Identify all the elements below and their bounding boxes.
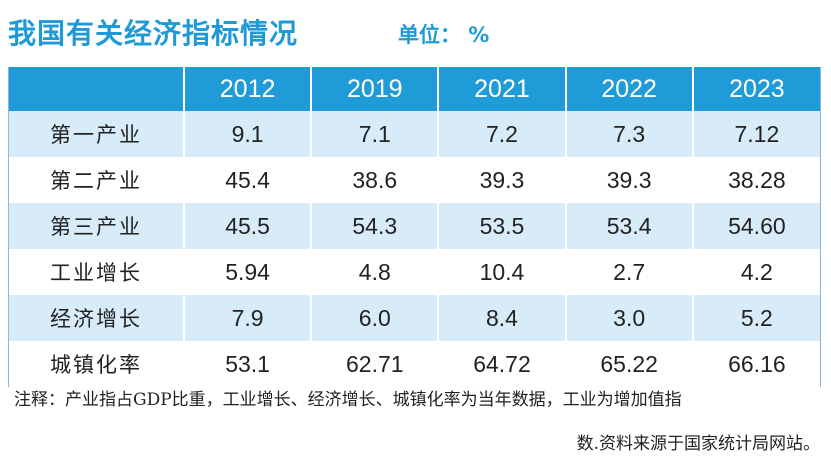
table-cell: 7.2 — [437, 111, 566, 157]
header-corner — [9, 67, 184, 111]
table-cell: 53.4 — [564, 203, 693, 249]
table-row: 城镇化率 53.1 62.71 64.72 65.22 66.16 — [9, 341, 820, 387]
table-cell: 65.22 — [564, 341, 693, 387]
column-header: 2022 — [564, 67, 693, 111]
table-cell: 39.3 — [564, 157, 693, 203]
column-header: 2021 — [437, 67, 566, 111]
column-header: 2023 — [691, 67, 820, 111]
table-cell: 66.16 — [691, 341, 820, 387]
table-cell: 10.4 — [437, 249, 566, 295]
page-title: 我国有关经济指标情况 — [8, 17, 299, 50]
row-label: 工业增长 — [9, 249, 184, 295]
table-row: 经济增长 7.9 6.0 8.4 3.0 5.2 — [9, 295, 820, 341]
table-cell: 7.12 — [691, 111, 820, 157]
table-row: 第三产业 45.5 54.3 53.5 53.4 54.60 — [9, 203, 820, 249]
table-row: 工业增长 5.94 4.8 10.4 2.7 4.2 — [9, 249, 820, 295]
table-cell: 54.60 — [691, 203, 820, 249]
table-cell: 45.4 — [182, 157, 312, 203]
table-cell: 4.8 — [310, 249, 439, 295]
unit-label: 单位： % — [398, 23, 490, 47]
table-cell: 64.72 — [437, 341, 566, 387]
table-cell: 38.6 — [310, 157, 439, 203]
row-label: 城镇化率 — [9, 341, 184, 387]
table-cell: 7.3 — [564, 111, 693, 157]
table-cell: 5.94 — [182, 249, 312, 295]
table-cell: 4.2 — [691, 249, 820, 295]
table-cell: 7.9 — [182, 295, 312, 341]
table-cell: 62.71 — [310, 341, 439, 387]
table-cell: 39.3 — [437, 157, 566, 203]
table-cell: 53.5 — [437, 203, 566, 249]
row-label: 第三产业 — [9, 203, 184, 249]
table-cell: 6.0 — [310, 295, 439, 341]
row-label: 经济增长 — [9, 295, 184, 341]
title-row: 我国有关经济指标情况 单位： % — [8, 12, 823, 62]
indicator-table-container: 2012 2019 2021 2022 2023 第一产业 9.1 7.1 7.… — [8, 67, 821, 387]
table-cell: 54.3 — [310, 203, 439, 249]
table-row: 第二产业 45.4 38.6 39.3 39.3 38.28 — [9, 157, 820, 203]
table-cell: 7.1 — [310, 111, 439, 157]
table-row: 第一产业 9.1 7.1 7.2 7.3 7.12 — [9, 111, 820, 157]
row-label: 第一产业 — [9, 111, 184, 157]
footnote: 注释：产业指占GDP比重，工业增长、经济增长、城镇化率为当年数据，工业为增加值指… — [14, 383, 820, 461]
footnote-line-1: 注释：产业指占GDP比重，工业增长、经济增长、城镇化率为当年数据，工业为增加值指 — [14, 390, 682, 410]
table-cell: 53.1 — [182, 341, 312, 387]
header-row: 2012 2019 2021 2022 2023 — [9, 67, 820, 111]
footnote-line-2: 数.资料来源于国家统计局网站。 — [576, 434, 820, 454]
column-header: 2019 — [310, 67, 439, 111]
table-cell: 3.0 — [564, 295, 693, 341]
table-cell: 45.5 — [182, 203, 312, 249]
table-cell: 2.7 — [564, 249, 693, 295]
table-cell: 38.28 — [691, 157, 820, 203]
table-cell: 9.1 — [182, 111, 312, 157]
row-label: 第二产业 — [9, 157, 184, 203]
column-header: 2012 — [182, 67, 312, 111]
table-cell: 8.4 — [437, 295, 566, 341]
indicator-table: 2012 2019 2021 2022 2023 第一产业 9.1 7.1 7.… — [9, 67, 820, 387]
table-cell: 5.2 — [691, 295, 820, 341]
